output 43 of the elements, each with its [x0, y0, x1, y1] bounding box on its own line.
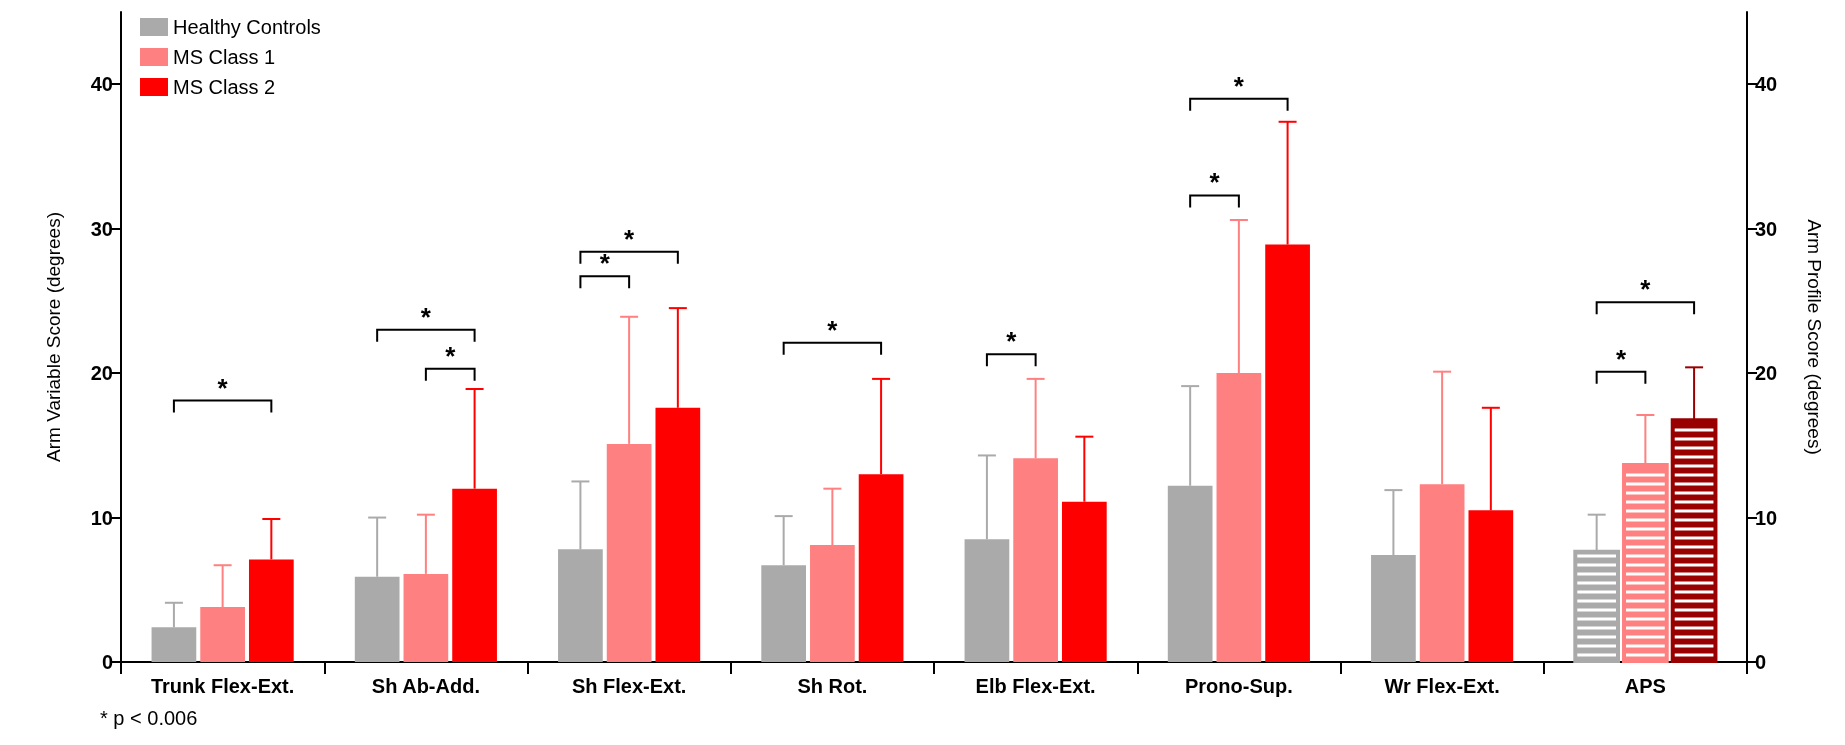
significance-bracket: * — [424, 340, 476, 382]
y-tick-label: 20 — [90, 362, 113, 385]
y2-tick-label: 30 — [1755, 217, 1778, 240]
significance-bracket: * — [1595, 343, 1647, 385]
y2-axis-title: Arm Profile Score (degrees) — [1804, 219, 1825, 455]
x-tick-label: Elb Flex-Ext. — [975, 675, 1096, 697]
y-tick-label: 10 — [90, 506, 113, 529]
x-tick-label: Sh Rot. — [797, 675, 868, 697]
annotation: * — [217, 372, 229, 403]
legend-label: MS Class 1 — [173, 46, 276, 68]
annotation: * — [827, 314, 839, 345]
annotation: * — [1006, 326, 1018, 357]
x-tick-label: Wr Flex-Ext. — [1384, 675, 1500, 697]
annotation: * — [445, 340, 457, 371]
x-tick-label: APS — [1624, 675, 1666, 697]
annotation: * — [1233, 70, 1245, 101]
y-axis-title: Arm Variable Score (degrees) — [43, 212, 64, 462]
x-tick-label: Prono-Sup. — [1184, 675, 1293, 697]
annotation: * — [1209, 167, 1221, 198]
y2-tick-label: 20 — [1755, 362, 1778, 385]
x-tick-label: Trunk Flex-Ext. — [150, 675, 295, 697]
x-tick-label: Sh Ab-Add. — [371, 675, 480, 697]
significance-bracket: * — [1189, 70, 1289, 112]
annotation: * — [420, 301, 432, 332]
significance-bracket: * — [782, 314, 883, 356]
annotation: * — [1640, 274, 1652, 305]
y-tick-label: 40 — [90, 73, 113, 96]
legend-label: Healthy Controls — [173, 16, 321, 38]
significance-bracket: * — [1189, 167, 1240, 209]
legend-label: MS Class 2 — [173, 76, 276, 98]
y2-tick-label: 10 — [1755, 506, 1778, 529]
y-tick-label: 0 — [101, 651, 113, 673]
significance-bracket: * — [985, 326, 1037, 368]
y2-tick-label: 40 — [1755, 73, 1778, 96]
annotation: * — [1615, 343, 1627, 374]
significance-bracket: * — [376, 301, 476, 343]
significance-bracket: * — [172, 372, 273, 414]
y-tick-label: 30 — [90, 217, 113, 240]
y2-tick-label: 0 — [1755, 651, 1767, 673]
text: * p < 0.006 — [100, 707, 198, 729]
significance-bracket: * — [1595, 274, 1696, 316]
x-tick-label: Sh Flex-Ext. — [571, 675, 687, 697]
annotation: * — [599, 248, 611, 279]
